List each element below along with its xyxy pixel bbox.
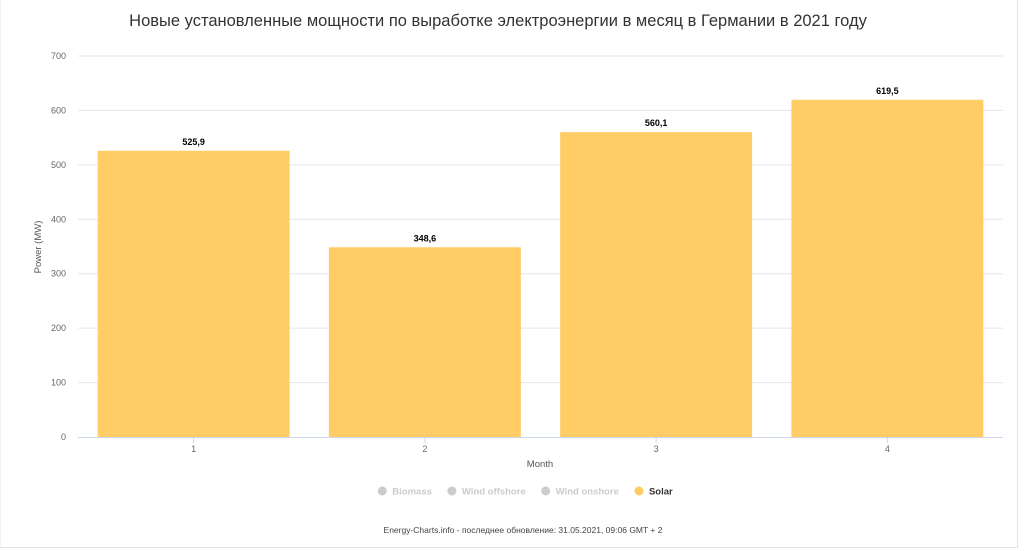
- bars: [97, 99, 984, 438]
- y-axis-title: Power (MW): [33, 221, 44, 274]
- legend-item-wind-offshore[interactable]: Wind offshore: [447, 486, 526, 498]
- legend-marker-icon: [377, 486, 387, 496]
- legend-marker-icon: [447, 486, 457, 496]
- legend-label: Wind offshore: [462, 487, 526, 498]
- x-tick-label: 1: [191, 444, 196, 454]
- legend: Biomass Wind offshore Wind onshore Solar: [377, 486, 673, 498]
- bar-solar-1[interactable]: [97, 150, 290, 438]
- y-axis-ticks: 0 100 200 300 400 500 600 700: [51, 51, 66, 442]
- bar-solar-2[interactable]: [328, 247, 521, 437]
- legend-label: Biomass: [392, 487, 432, 498]
- data-label: 619,5: [876, 86, 899, 96]
- data-labels: 525,9 348,6 560,1 619,5: [182, 86, 898, 243]
- x-axis-title: Month: [527, 459, 553, 470]
- credits-text: Energy-Charts.info - последнее обновлени…: [384, 525, 663, 535]
- legend-marker-icon: [634, 486, 644, 496]
- bar-solar-3[interactable]: [560, 132, 753, 437]
- y-tick-label: 600: [51, 105, 66, 115]
- y-tick-label: 700: [51, 51, 66, 61]
- x-tick-label: 3: [654, 444, 659, 454]
- y-tick-label: 0: [61, 432, 66, 442]
- data-label: 560,1: [645, 118, 668, 128]
- legend-marker-icon: [541, 486, 551, 496]
- y-tick-label: 400: [51, 214, 66, 224]
- y-tick-label: 300: [51, 269, 66, 279]
- legend-label: Solar: [649, 487, 673, 498]
- y-tick-label: 500: [51, 160, 66, 170]
- x-axis-ticks: 1 2 3 4: [191, 437, 890, 454]
- y-tick-label: 100: [51, 378, 66, 388]
- legend-item-solar[interactable]: Solar: [634, 486, 673, 498]
- x-tick-label: 2: [422, 444, 427, 454]
- chart-title: Новые установленные мощности по выработк…: [129, 12, 867, 30]
- data-label: 525,9: [182, 137, 205, 147]
- legend-item-wind-onshore[interactable]: Wind onshore: [541, 486, 619, 498]
- bar-solar-4[interactable]: [791, 99, 984, 437]
- x-tick-label: 4: [885, 444, 890, 454]
- legend-item-biomass[interactable]: Biomass: [377, 486, 432, 498]
- data-label: 348,6: [414, 233, 437, 243]
- legend-label: Wind onshore: [556, 487, 619, 498]
- y-tick-label: 200: [51, 323, 66, 333]
